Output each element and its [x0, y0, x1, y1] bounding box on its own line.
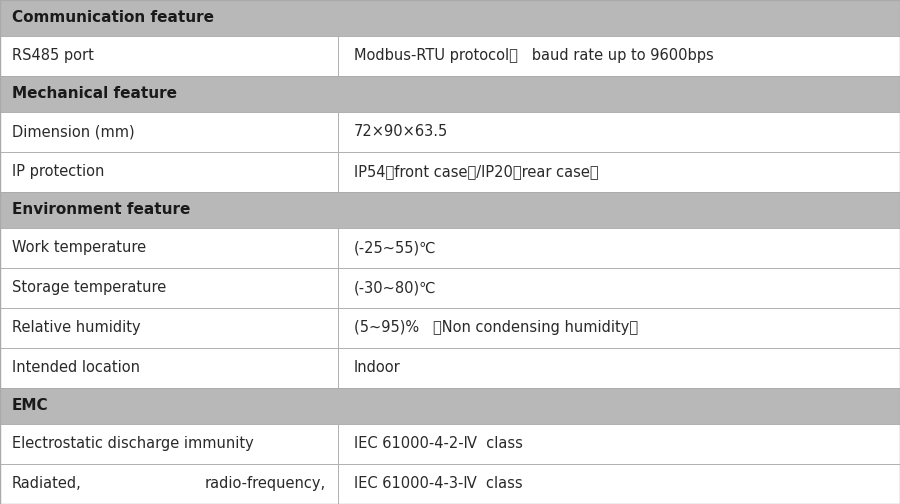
Bar	[0, 464, 338, 504]
Text: Relative humidity: Relative humidity	[12, 321, 140, 336]
Text: (-25~55)℃: (-25~55)℃	[354, 240, 436, 256]
Bar	[0, 424, 338, 464]
Bar	[338, 348, 900, 388]
Bar	[338, 36, 900, 76]
Text: IP54（front case）/IP20（rear case）: IP54（front case）/IP20（rear case）	[354, 164, 598, 179]
Bar	[0, 112, 338, 152]
Bar	[338, 228, 900, 268]
Text: Communication feature: Communication feature	[12, 11, 213, 25]
Bar	[0, 308, 338, 348]
Text: Electrostatic discharge immunity: Electrostatic discharge immunity	[12, 436, 254, 452]
Bar	[0, 36, 338, 76]
Bar	[338, 268, 900, 308]
Bar	[0, 152, 338, 192]
Bar	[0, 0, 900, 36]
Bar	[0, 192, 900, 228]
Text: 72×90×63.5: 72×90×63.5	[354, 124, 448, 139]
Bar	[338, 464, 900, 504]
Text: Environment feature: Environment feature	[12, 202, 190, 217]
Text: (-30~80)℃: (-30~80)℃	[354, 280, 436, 295]
Text: Modbus-RTU protocol，   baud rate up to 9600bps: Modbus-RTU protocol， baud rate up to 960…	[354, 48, 714, 64]
Bar	[338, 152, 900, 192]
Text: (5~95)%   （Non condensing humidity）: (5~95)% （Non condensing humidity）	[354, 321, 638, 336]
Text: Mechanical feature: Mechanical feature	[12, 86, 176, 101]
Bar	[0, 228, 338, 268]
Text: EMC: EMC	[12, 399, 49, 413]
Text: IP protection: IP protection	[12, 164, 104, 179]
Text: radio-frequency,: radio-frequency,	[204, 476, 326, 491]
Text: RS485 port: RS485 port	[12, 48, 94, 64]
Bar	[338, 424, 900, 464]
Bar	[0, 388, 900, 424]
Text: Indoor: Indoor	[354, 360, 400, 375]
Bar	[0, 268, 338, 308]
Text: Intended location: Intended location	[12, 360, 139, 375]
Bar	[338, 112, 900, 152]
Text: IEC 61000-4-3-Ⅳ  class: IEC 61000-4-3-Ⅳ class	[354, 476, 522, 491]
Text: Work temperature: Work temperature	[12, 240, 146, 256]
Bar	[0, 76, 900, 112]
Bar	[338, 308, 900, 348]
Text: Radiated,: Radiated,	[12, 476, 81, 491]
Text: Storage temperature: Storage temperature	[12, 280, 166, 295]
Text: Dimension (mm): Dimension (mm)	[12, 124, 134, 139]
Bar	[0, 348, 338, 388]
Text: IEC 61000-4-2-Ⅳ  class: IEC 61000-4-2-Ⅳ class	[354, 436, 523, 452]
